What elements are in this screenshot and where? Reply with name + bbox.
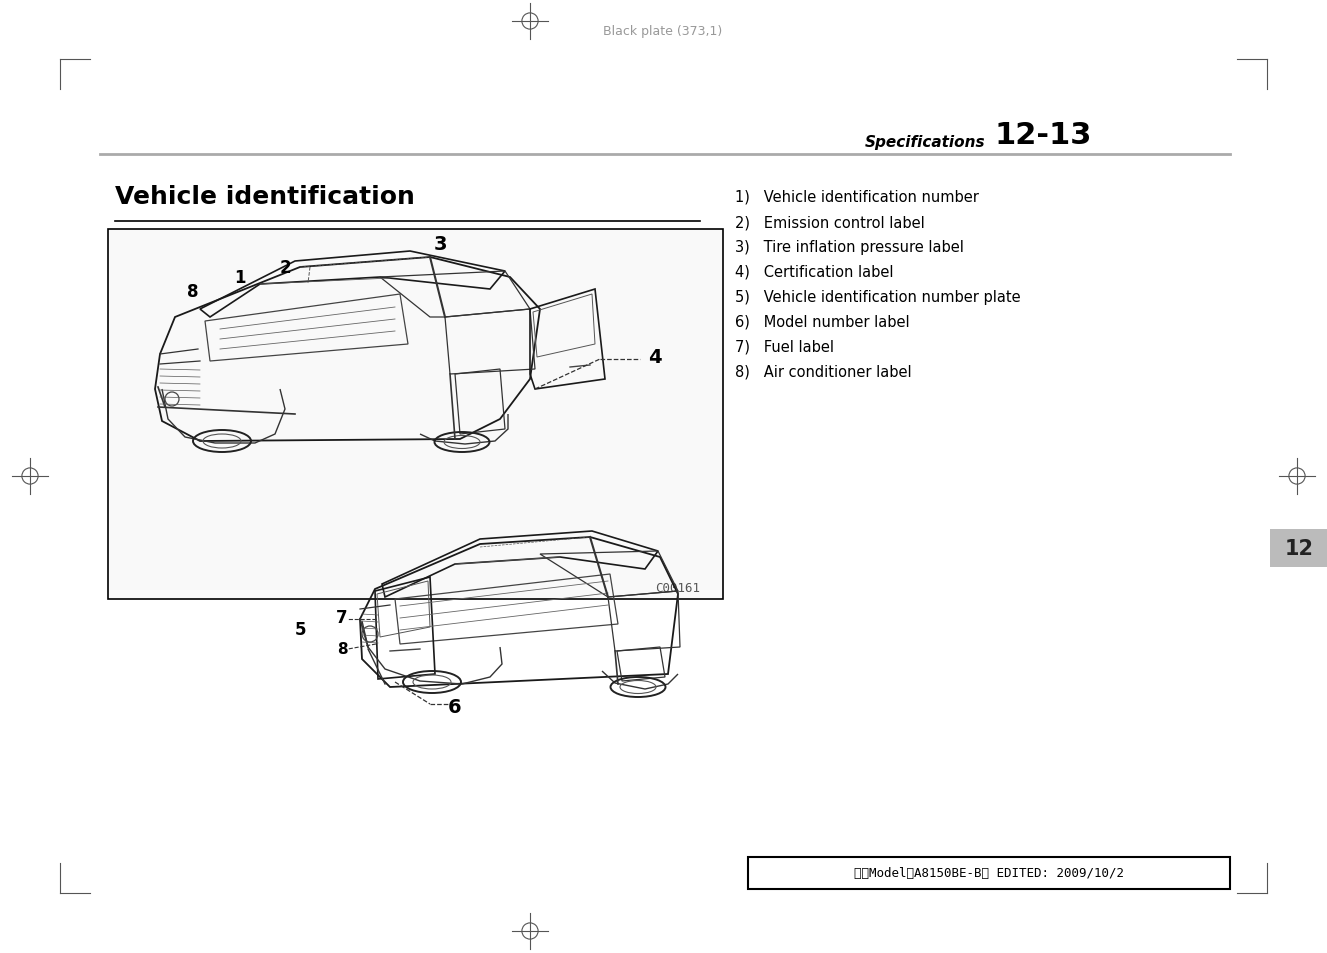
Text: 6: 6 [449,698,462,717]
Text: 12: 12 [1285,538,1314,558]
Text: 4)   Certification label: 4) Certification label [735,265,893,280]
Text: 8: 8 [337,641,348,657]
Text: 2: 2 [279,258,291,276]
Text: 8: 8 [187,283,199,301]
Text: 3: 3 [433,235,447,254]
Text: 2)   Emission control label: 2) Emission control label [735,214,925,230]
Text: C00161: C00161 [656,581,701,595]
Text: Vehicle identification: Vehicle identification [115,185,415,209]
Text: 6)   Model number label: 6) Model number label [735,314,909,330]
Bar [107,230,723,599]
Text: 北米Model（A8150BE-B） EDITED: 2009/10/2: 北米Model（A8150BE-B） EDITED: 2009/10/2 [855,866,1124,880]
Text: 5)   Vehicle identification number plate: 5) Vehicle identification number plate [735,290,1020,305]
Text: 1: 1 [235,269,245,287]
Text: Specifications: Specifications [864,135,985,150]
Text: 4: 4 [648,348,662,367]
Bar [748,857,1230,889]
Text: 1)   Vehicle identification number: 1) Vehicle identification number [735,190,979,205]
Text: Black plate (373,1): Black plate (373,1) [604,25,723,38]
Text: 7: 7 [336,608,348,626]
Text: 5: 5 [295,620,305,639]
Text: 7)   Fuel label: 7) Fuel label [735,339,833,355]
Text: 3)   Tire inflation pressure label: 3) Tire inflation pressure label [735,240,963,254]
Bar [1270,530,1327,567]
Text: 8)   Air conditioner label: 8) Air conditioner label [735,365,912,379]
Text: 12-13: 12-13 [995,121,1092,150]
